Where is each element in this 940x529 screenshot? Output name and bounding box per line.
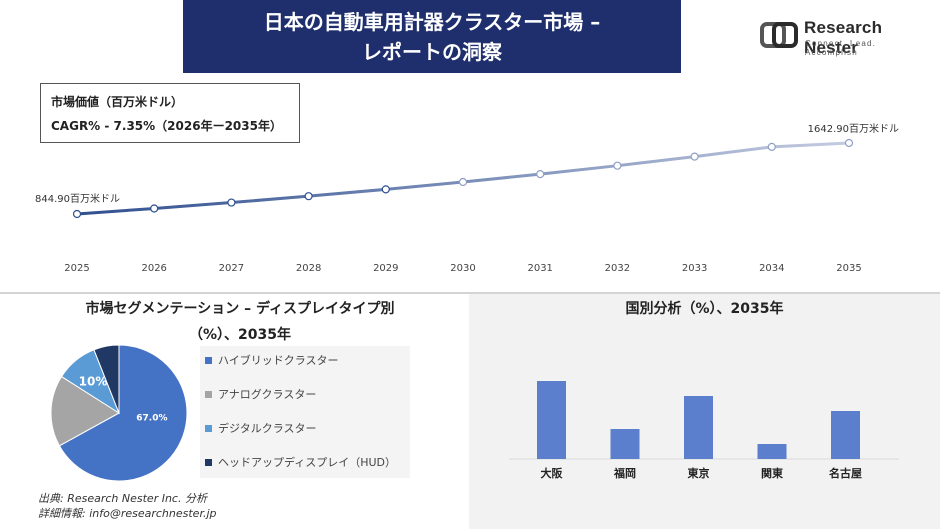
research-nester-logo: Research Nester Connect. Lead. Accomplis… [760,18,930,57]
line-point-2028 [304,192,313,201]
logo-tagline: Connect. Lead. Accomplish [805,39,877,57]
pie-data-label: 67.0% [136,414,167,424]
cagr-label: CAGR% - 7.35%（2026年ー2035年） [51,119,282,133]
legend-label: アナログクラスター [218,388,317,401]
x-tick-label: 2032 [605,263,630,274]
bar-category-label: 関東 [761,466,784,480]
legend-swatch [205,458,212,466]
line-point-2026 [150,204,159,213]
line-point-2030 [458,177,468,187]
legend-label: デジタルクラスター [218,422,317,435]
pie-slice-3 [93,344,120,414]
bar-category-label: 福岡 [613,466,636,480]
line-data-label: 1642.90百万米ドル [808,122,899,135]
logo-name: Research Nester [804,18,883,57]
pie-legend: ハイブリッドクラスター アナログクラスター デジタルクラスターヘッドアップディスプレ… [200,346,410,478]
line-point-2029 [381,185,390,194]
bar-東京 [684,396,713,459]
pie-slice-1 [50,375,120,447]
legend-swatch [205,390,212,398]
line-point-2034 [767,142,776,151]
x-tick-label: 2026 [141,263,166,274]
source-line: 出典: Research Nester Inc. 分析 [38,492,207,505]
country-title: 国別分析（%）、2035年 [625,301,784,317]
legend-item: ハイブリッドクラスター [205,352,339,368]
x-tick-label: 2033 [682,263,707,274]
legend-item: ヘッドアップディスプレイ（HUD） [205,454,396,470]
market-value-label: 市場価値（百万米ドル） [51,95,184,109]
x-tick-label: 2029 [373,263,398,274]
bar-大阪 [537,381,566,459]
x-tick-label: 2035 [836,263,861,274]
x-tick-label: 2030 [450,263,475,274]
segment-title: 市場セグメンテーション – ディスプレイタイプ別 （%）、2035年 [40,296,440,348]
legend-label: ハイブリッドクラスター [218,354,339,367]
line-point-2033 [690,152,699,161]
bar-category-label: 名古屋 [829,466,862,480]
market-value-line-chart: 2025 2026 2027 2028 2029 2030 2031 2032 2033 2034… [35,122,899,274]
pie-slice-0 [58,344,188,482]
line-point-2032 [613,161,622,170]
x-tick-label: 2031 [527,263,552,274]
report-title-banner: 日本の自動車用計器クラスター市場 – レポートの洞察 [183,0,681,73]
market-info-box: 市場価値（百万米ドル） CAGR% - 7.35%（2026年ー2035年） [40,83,300,143]
pie-data-label: 10% [79,375,108,389]
legend-swatch [205,424,212,432]
segment-title-line2: （%）、2035年 [189,327,291,343]
legend-item: アナログクラスター [205,386,316,402]
bar-category-label: 東京 [688,466,710,480]
segment-title-line1: 市場セグメンテーション – ディスプレイタイプ別 [85,301,395,317]
report-title-line2: レポートの洞察 [362,39,502,64]
country-bar-chart: 大阪 福岡 東京 関東 名古屋 [509,381,899,480]
x-tick-label: 2025 [64,263,89,274]
line-data-label: 844.90百万米ドル [35,192,120,205]
line-point-2027 [227,198,236,207]
x-tick-label: 2028 [296,263,321,274]
x-tick-label: 2034 [759,263,784,274]
line-point-2035 [844,138,854,148]
line-point-2031 [536,170,545,179]
legend-item: デジタルクラスター [205,420,317,436]
legend-label: ヘッドアップディスプレイ（HUD） [218,456,397,469]
bar-福岡 [610,429,640,459]
display-type-pie-chart: 67.0% 10% [50,344,188,482]
contact-line: 詳細情報: info@researchnester.jp [38,507,217,520]
bar-関東 [757,444,787,459]
source-note: 出典: Research Nester Inc. 分析 詳細情報: info@r… [38,491,217,521]
bar-名古屋 [831,411,860,459]
legend-swatch [205,356,212,364]
report-title-line1: 日本の自動車用計器クラスター市場 – [263,9,601,34]
bar-category-label: 大阪 [541,466,564,480]
line-point-2025 [72,209,82,219]
logo-mark-icon [760,22,798,48]
section-divider [0,292,940,294]
x-tick-label: 2027 [219,263,244,274]
